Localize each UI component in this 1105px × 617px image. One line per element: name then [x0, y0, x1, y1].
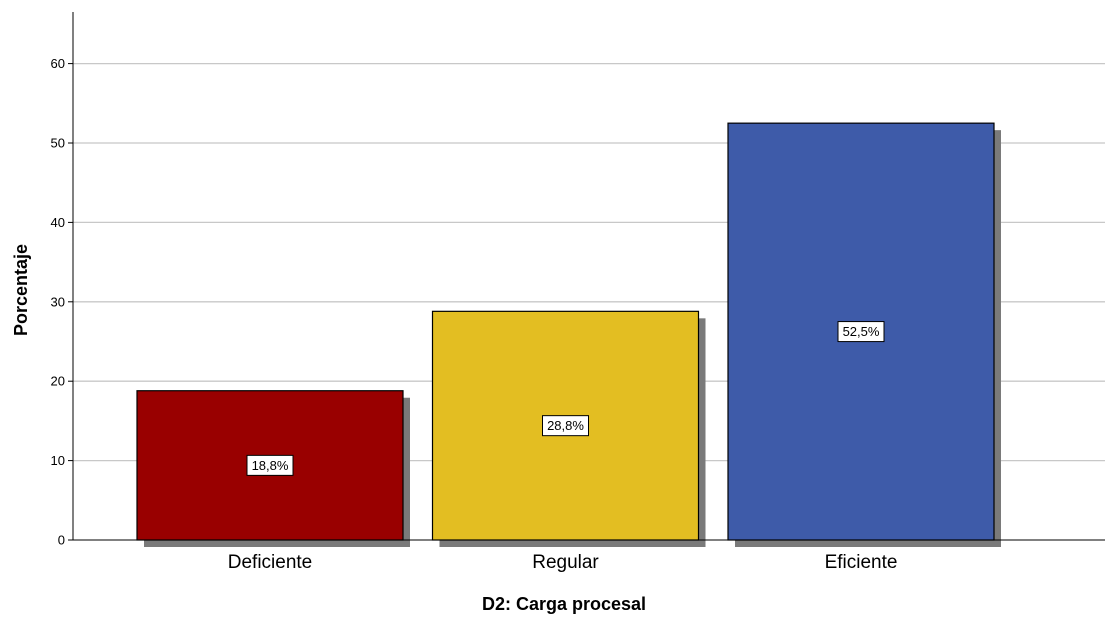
data-label-box: [837, 321, 885, 343]
bar-deficiente: [136, 390, 404, 541]
x-category-label: Regular: [532, 552, 599, 573]
y-tick-label: 0: [58, 533, 65, 548]
x-axis-title: D2: Carga procesal: [482, 594, 646, 614]
data-label-box: [542, 415, 589, 437]
data-label: 52,5%: [843, 324, 880, 339]
y-tick-label: 20: [51, 374, 65, 389]
y-tick-label: 40: [51, 215, 65, 230]
x-category-labels: Deficiente Regular Eficiente: [228, 552, 898, 573]
y-tick-label: 50: [51, 136, 65, 151]
bars-group: 18,8% 28,8% 52,5%: [136, 122, 1001, 547]
y-ticks: 0 10 20 30 40 50 60: [51, 56, 73, 548]
x-category-label: Eficiente: [825, 552, 898, 573]
data-label: 18,8%: [252, 458, 289, 473]
data-label-box: [246, 454, 294, 476]
x-category-label: Deficiente: [228, 552, 313, 573]
data-label: 28,8%: [547, 418, 584, 433]
y-axis-title: Porcentaje: [11, 244, 31, 336]
y-tick-label: 60: [51, 56, 65, 71]
y-tick-label: 10: [51, 453, 65, 468]
axes-group: [72, 12, 1105, 541]
y-tick-label: 30: [51, 294, 65, 309]
